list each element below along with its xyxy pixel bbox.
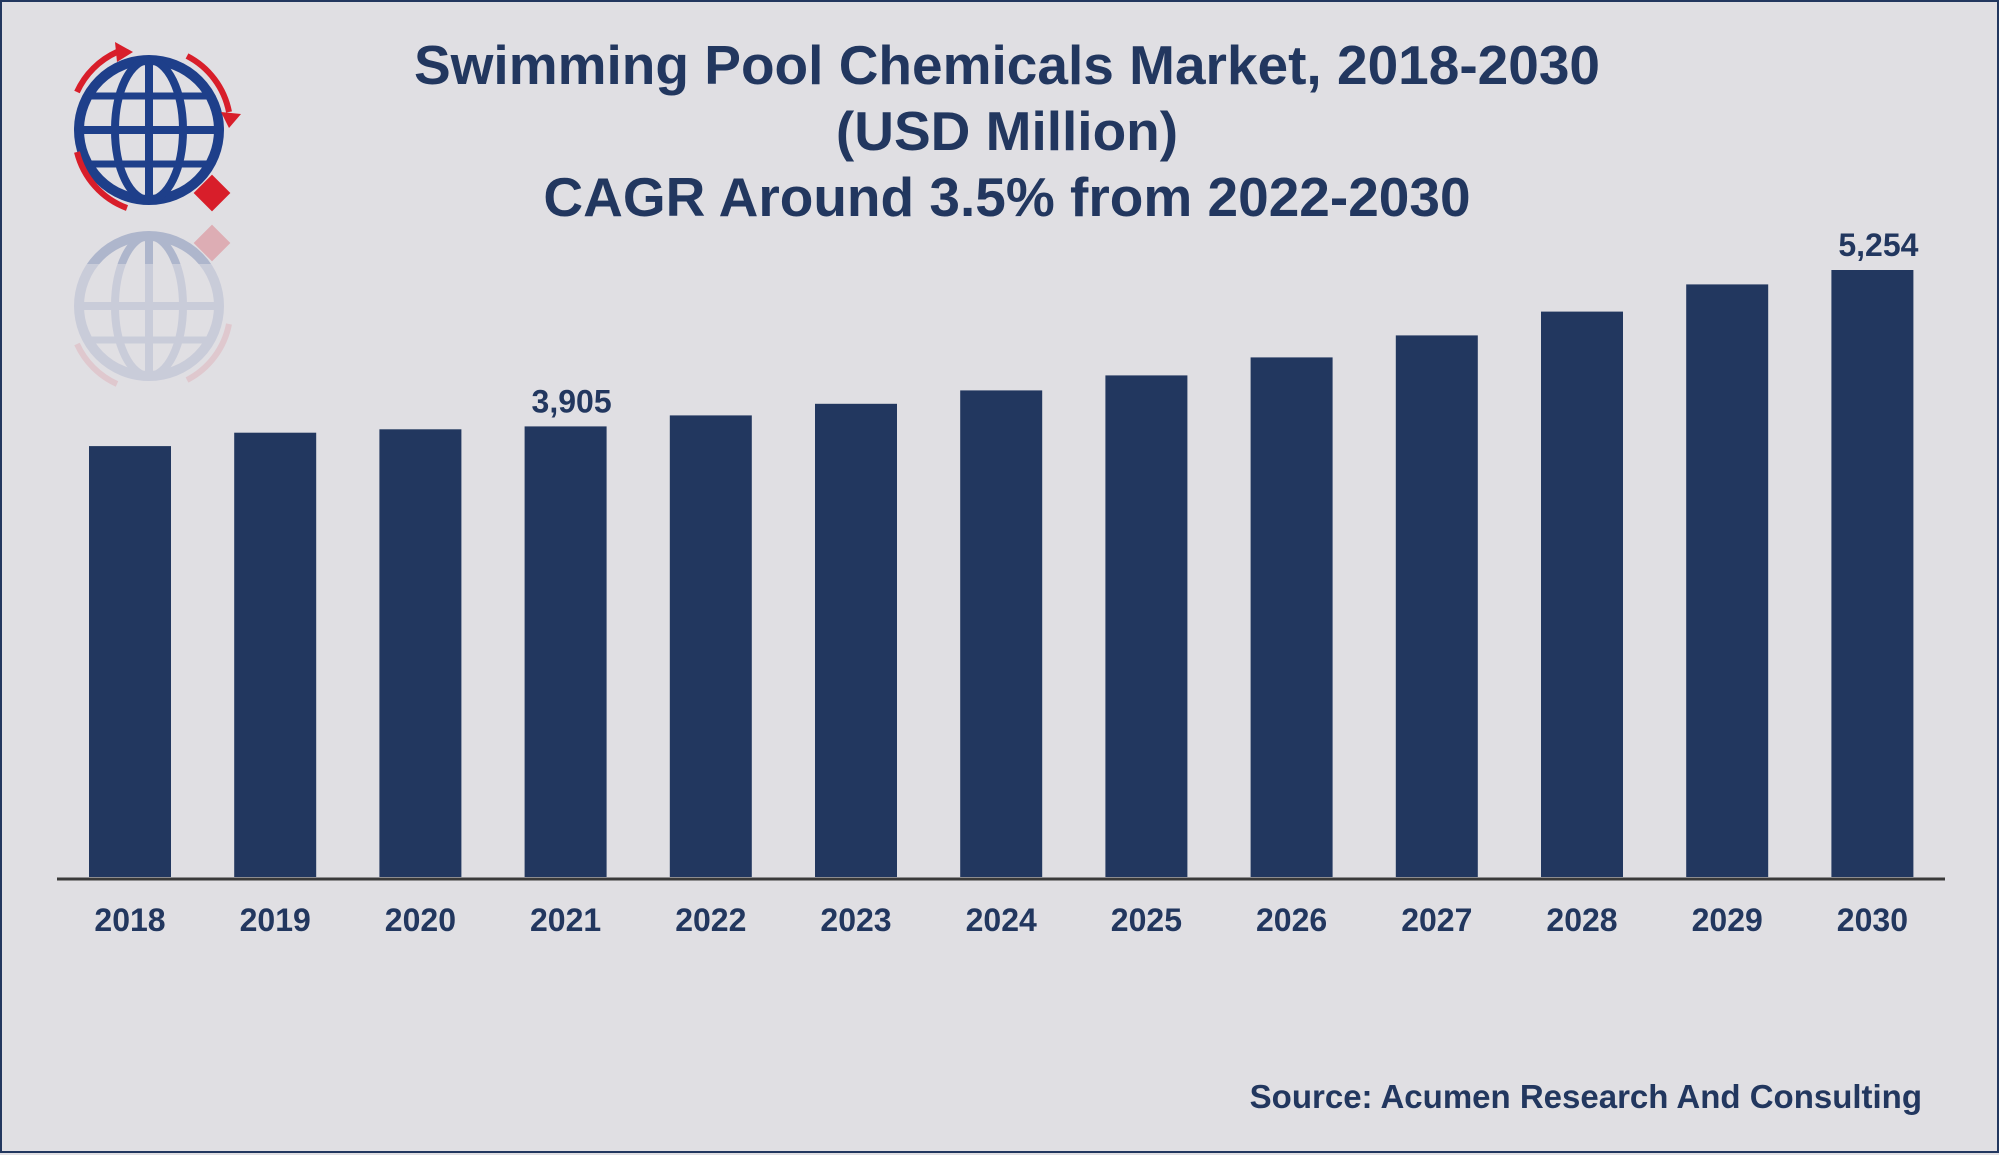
bar-2019 — [234, 432, 317, 877]
bar-2029 — [1686, 284, 1769, 877]
x-tick-label-2027: 2027 — [1401, 902, 1472, 938]
source-note: Source: Acumen Research And Consulting — [1249, 1078, 1922, 1115]
bar-2025 — [1105, 375, 1188, 877]
x-tick-label-2022: 2022 — [675, 902, 746, 938]
bar-2030 — [1831, 270, 1914, 877]
bar-2024 — [960, 390, 1043, 877]
bar-2018 — [89, 446, 171, 877]
data-label-2030: 5,254 — [1838, 227, 1918, 263]
bar-2022 — [669, 415, 752, 877]
x-tick-label-2024: 2024 — [966, 902, 1037, 938]
chart-subtitle-cagr: CAGR Around 3.5% from 2022-2030 — [543, 166, 1471, 228]
x-tick-label-2020: 2020 — [385, 902, 456, 938]
bar-2026 — [1250, 357, 1333, 877]
x-tick-label-2029: 2029 — [1692, 902, 1763, 938]
bar-2021 — [524, 426, 607, 877]
bar-2020 — [379, 429, 462, 877]
x-tick-label-2021: 2021 — [530, 902, 601, 938]
chart-title: Swimming Pool Chemicals Market, 2018-203… — [413, 34, 1601, 96]
x-tick-label-2023: 2023 — [820, 902, 891, 938]
chart-subtitle-units: (USD Million) — [835, 100, 1179, 162]
x-tick-label-2028: 2028 — [1546, 902, 1617, 938]
data-label-2021: 3,905 — [532, 383, 612, 419]
company-logo-icon — [57, 42, 257, 392]
x-tick-label-2030: 2030 — [1837, 902, 1908, 938]
bar-2028 — [1541, 311, 1623, 878]
x-tick-label-2026: 2026 — [1256, 902, 1327, 938]
bar-2027 — [1395, 335, 1478, 877]
x-tick-label-2025: 2025 — [1111, 902, 1182, 938]
x-tick-label-2019: 2019 — [240, 902, 311, 938]
x-tick-label-2018: 2018 — [94, 902, 165, 938]
bar-2023 — [815, 403, 897, 877]
